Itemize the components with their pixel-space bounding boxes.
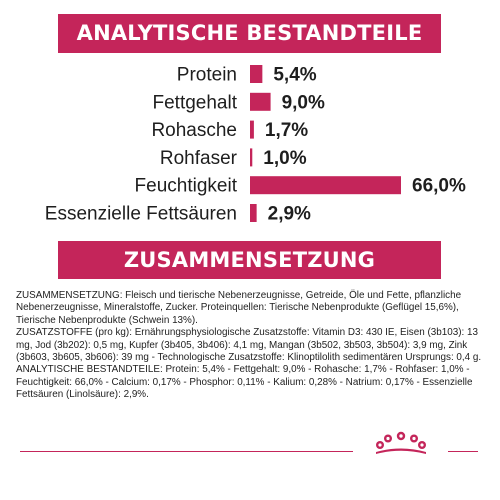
bar-feuchtigkeit <box>250 176 401 195</box>
analytic-constituents-chart: Protein 5,4% Fettgehalt 9,0% Rohasche 1,7% Roh… <box>45 65 466 225</box>
category-label: Feuchtigkeit <box>135 176 238 197</box>
bar-rohasche <box>250 120 254 139</box>
additives-paragraph: ZUSATZSTOFFE (pro kg): Ernährungsphysiol… <box>16 327 482 364</box>
footer-divider-left <box>20 451 353 452</box>
value-label: 66,0% <box>412 176 466 197</box>
category-label: Essenzielle Fettsäuren <box>45 204 237 225</box>
category-label: Rohasche <box>151 120 237 141</box>
composition-header: ZUSAMMENSETZUNG <box>58 241 441 279</box>
bar-essenzielle-fettsäuren <box>250 204 257 222</box>
bar-fettgehalt <box>250 92 271 111</box>
bar-protein <box>250 65 263 83</box>
analytic-paragraph: ANALYTISCHE BESTANDTEILE: Protein: 5,4% … <box>16 364 473 401</box>
crown-logo-icon <box>376 431 426 454</box>
category-label: Rohfaser <box>160 148 238 169</box>
category-label: Fettgehalt <box>153 92 238 113</box>
value-label: 1,0% <box>263 148 306 169</box>
bar-rohfaser <box>250 148 253 167</box>
value-label: 1,7% <box>265 120 308 141</box>
composition-paragraph: ZUSAMMENSETZUNG: Fleisch und tierische N… <box>16 290 462 326</box>
footer-divider-right <box>448 451 478 452</box>
value-label: 5,4% <box>273 65 316 86</box>
composition-text: ZUSAMMENSETZUNG: Fleisch und tierische N… <box>16 290 486 402</box>
analytic-constituents-header: ANALYTISCHE BESTANDTEILE <box>58 14 441 53</box>
value-label: 2,9% <box>268 204 311 225</box>
category-label: Protein <box>177 65 237 86</box>
value-label: 9,0% <box>282 92 325 113</box>
